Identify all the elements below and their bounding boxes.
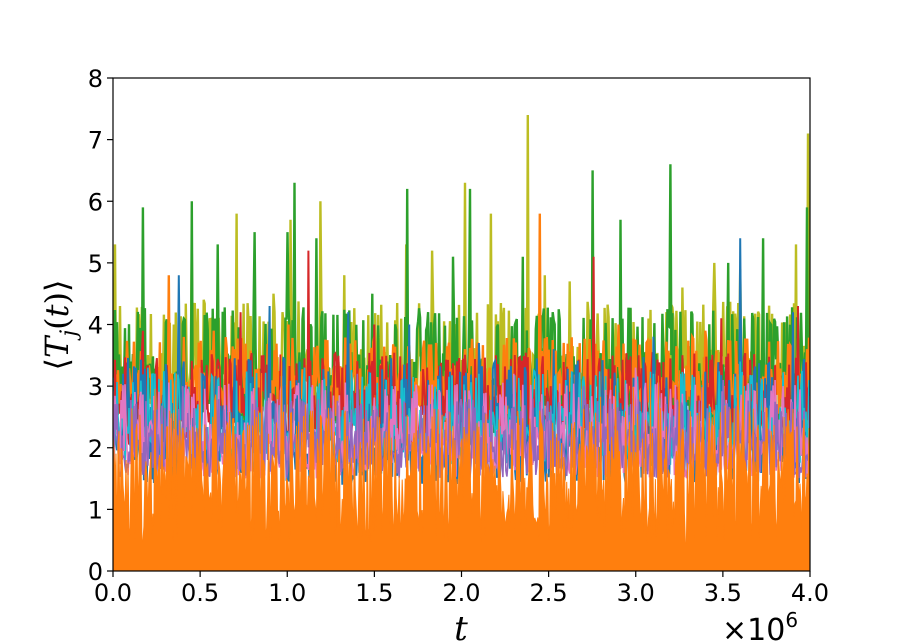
- y-axis-label-open: ⟨: [38, 358, 76, 370]
- y-tick-label: 1: [88, 496, 103, 524]
- y-axis-label-variable: t: [38, 304, 76, 317]
- dense-series-fill: [113, 354, 810, 571]
- y-tick-label: 7: [88, 127, 103, 155]
- fill-layer: [113, 354, 810, 571]
- y-tick-label: 2: [88, 435, 103, 463]
- y-axis-label: ⟨Tj(t)⟩: [38, 280, 82, 371]
- x-tick-label: 0.0: [94, 579, 132, 607]
- y-axis-label-symbol: T: [38, 334, 76, 358]
- x-tick-label: 2.0: [442, 579, 480, 607]
- y-tick-label: 5: [88, 250, 103, 278]
- plot-area: [113, 114, 810, 571]
- x-tick-label: 1.5: [355, 579, 393, 607]
- x-tick-label: 0.5: [181, 579, 219, 607]
- y-tick-label: 6: [88, 188, 103, 216]
- y-tick-label: 3: [88, 373, 103, 401]
- x-tick-label: 3.0: [617, 579, 655, 607]
- x-tick-label: 2.5: [530, 579, 568, 607]
- x-tick-label: 3.5: [704, 579, 742, 607]
- y-tick-label: 0: [88, 558, 103, 586]
- x-tick-label: 1.0: [268, 579, 306, 607]
- y-axis-label-close: )⟩: [38, 280, 76, 305]
- x-axis-label: t: [454, 609, 468, 641]
- y-axis-ticks: 0 1 2 3 4 5 6 7 8: [88, 65, 113, 586]
- y-tick-label: 8: [88, 65, 103, 93]
- x-axis-offset-exponent: 6: [785, 608, 798, 632]
- x-axis-offset-label: ×106: [722, 608, 798, 641]
- y-tick-label: 4: [88, 312, 103, 340]
- x-axis-offset-base: ×10: [722, 613, 785, 641]
- y-axis-label-paren: (: [38, 317, 76, 329]
- x-axis-ticks: 0.0 0.5 1.0 1.5 2.0 2.5 3.0 3.5 4.0: [94, 571, 829, 607]
- x-tick-label: 4.0: [791, 579, 829, 607]
